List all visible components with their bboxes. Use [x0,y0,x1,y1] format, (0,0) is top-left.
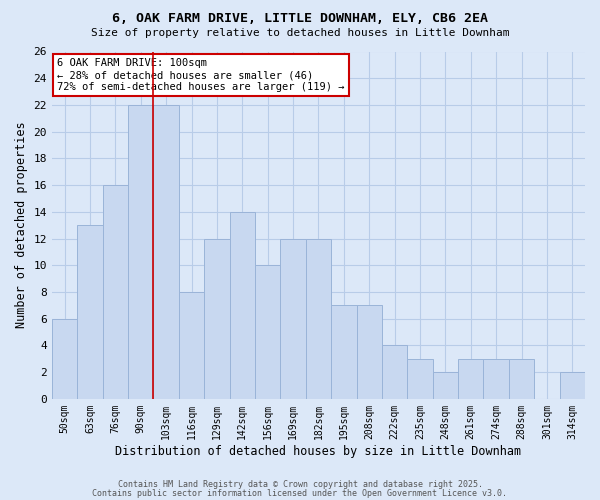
Bar [128,105,154,399]
Bar [306,238,331,399]
Bar [560,372,585,399]
Bar [280,238,306,399]
Bar [458,359,484,399]
Y-axis label: Number of detached properties: Number of detached properties [15,122,28,328]
Text: Contains HM Land Registry data © Crown copyright and database right 2025.: Contains HM Land Registry data © Crown c… [118,480,482,489]
Bar [52,318,77,399]
Text: Size of property relative to detached houses in Little Downham: Size of property relative to detached ho… [91,28,509,38]
Bar [509,359,534,399]
Bar [356,306,382,399]
Bar [103,185,128,399]
Bar [382,346,407,399]
Bar [407,359,433,399]
Bar [255,265,280,399]
Text: 6 OAK FARM DRIVE: 100sqm
← 28% of detached houses are smaller (46)
72% of semi-d: 6 OAK FARM DRIVE: 100sqm ← 28% of detach… [57,58,345,92]
Bar [230,212,255,399]
Bar [154,105,179,399]
Bar [433,372,458,399]
X-axis label: Distribution of detached houses by size in Little Downham: Distribution of detached houses by size … [115,444,521,458]
Bar [484,359,509,399]
Bar [77,225,103,399]
Bar [204,238,230,399]
Bar [179,292,204,399]
Text: 6, OAK FARM DRIVE, LITTLE DOWNHAM, ELY, CB6 2EA: 6, OAK FARM DRIVE, LITTLE DOWNHAM, ELY, … [112,12,488,26]
Bar [331,306,356,399]
Text: Contains public sector information licensed under the Open Government Licence v3: Contains public sector information licen… [92,488,508,498]
